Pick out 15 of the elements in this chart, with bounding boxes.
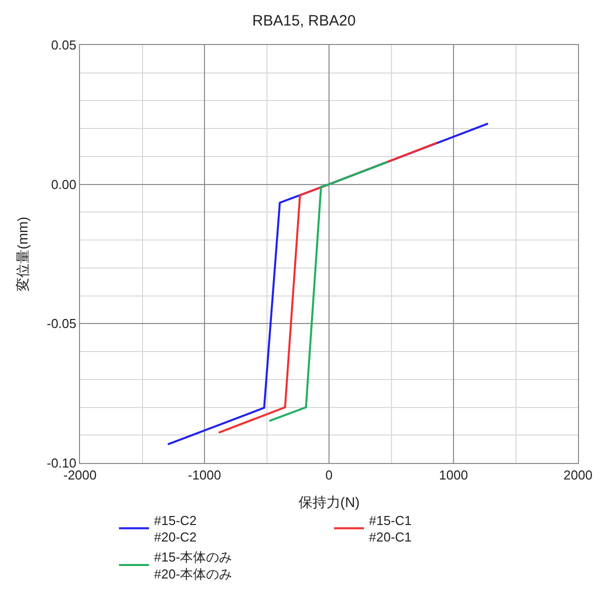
- y-tick-label: 0.00: [51, 176, 76, 192]
- chart-title: RBA15, RBA20: [252, 12, 356, 30]
- y-tick-label: -0.05: [46, 316, 76, 332]
- legend-label: #15-C1 #20-C1: [369, 512, 412, 545]
- legend-label: #15-C2 #20-C2: [154, 512, 197, 545]
- y-axis-title: 変位量(mm): [14, 216, 30, 292]
- y-tick-label: 0.05: [51, 38, 76, 53]
- legend-label: #15-本体のみ #20-本体のみ: [154, 550, 232, 582]
- x-axis-title: 保持力(N): [298, 494, 360, 510]
- x-tick-label: 1000: [439, 468, 468, 483]
- line-series: [218, 142, 438, 434]
- x-tick-label: 2000: [564, 468, 592, 483]
- line-series: [268, 160, 389, 422]
- x-tick-label: 0: [325, 468, 333, 483]
- x-tick-label: -1000: [188, 468, 222, 483]
